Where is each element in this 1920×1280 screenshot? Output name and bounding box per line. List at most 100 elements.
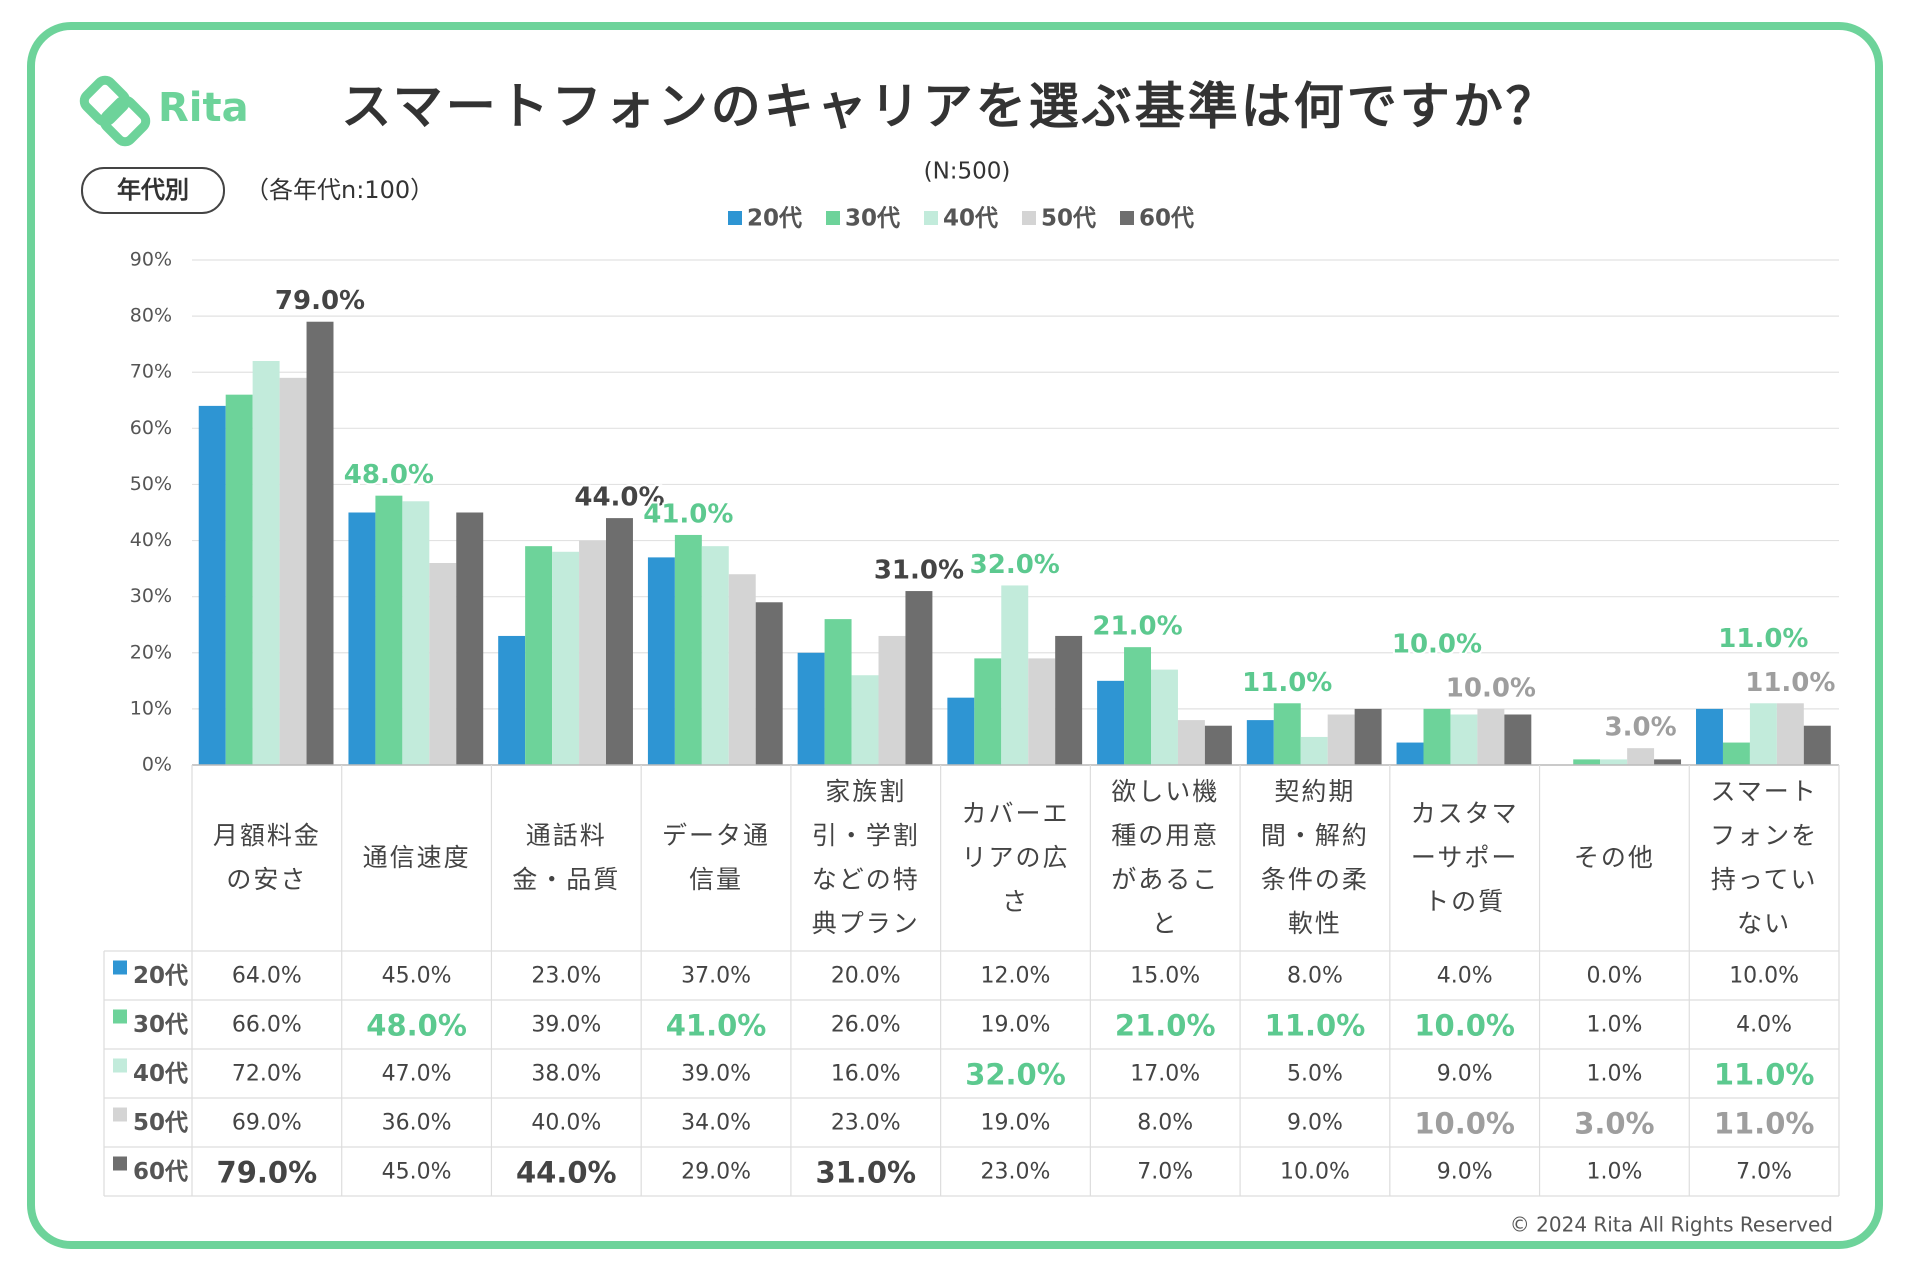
peak-label: 48.0% <box>344 460 434 490</box>
y-tick-label: 30% <box>130 585 172 607</box>
category-label: カバーエリアの広さ <box>961 799 1070 916</box>
y-tick-label: 0% <box>142 754 172 776</box>
y-tick-label: 40% <box>130 529 172 551</box>
bar <box>1504 714 1532 765</box>
legend-swatch <box>1022 211 1036 225</box>
y-tick-label: 10% <box>130 697 172 719</box>
bar <box>1124 647 1152 765</box>
table-value: 45.0% <box>382 1160 452 1185</box>
legend-swatch <box>924 211 938 225</box>
bar <box>552 551 580 765</box>
row-swatch <box>113 960 127 975</box>
table-value: 8.0% <box>1137 1111 1193 1136</box>
table-value: 32.0% <box>965 1058 1066 1092</box>
bar <box>429 563 457 765</box>
bar <box>1097 680 1125 765</box>
chart-title: スマートフォンのキャリアを選ぶ基準は何ですか？ <box>341 78 1559 136</box>
table-value: 16.0% <box>831 1062 901 1087</box>
table-value: 1.0% <box>1586 1013 1642 1038</box>
legend-label: 40代 <box>943 206 998 232</box>
peak-label: 11.0% <box>1718 624 1808 654</box>
bar <box>402 501 430 765</box>
table-value: 23.0% <box>981 1160 1051 1185</box>
table-value: 72.0% <box>232 1062 302 1087</box>
logo-icon <box>79 75 151 147</box>
legend-label: 50代 <box>1041 206 1096 232</box>
y-tick-label: 50% <box>130 473 172 495</box>
table-value: 23.0% <box>831 1111 901 1136</box>
bar <box>1654 759 1682 765</box>
table-value: 11.0% <box>1714 1058 1815 1092</box>
bar <box>456 512 484 765</box>
bar <box>225 394 253 765</box>
bar <box>824 619 852 765</box>
group-label: 年代別 <box>117 176 189 204</box>
bar <box>728 574 756 765</box>
row-label: 20代 <box>133 963 188 989</box>
bar <box>905 591 933 765</box>
bar <box>851 675 879 765</box>
bar <box>1354 708 1382 765</box>
category-label: 通信速度 <box>362 843 471 872</box>
table-value: 37.0% <box>681 964 751 989</box>
table-value: 11.0% <box>1714 1107 1815 1141</box>
y-tick-label: 80% <box>130 305 172 327</box>
bar <box>1573 759 1601 765</box>
table-value: 19.0% <box>981 1111 1051 1136</box>
table-value: 20.0% <box>831 964 901 989</box>
table-value: 45.0% <box>382 964 452 989</box>
table-value: 38.0% <box>531 1062 601 1087</box>
row-swatch <box>113 1058 127 1073</box>
group-badge <box>81 167 225 214</box>
bar <box>375 495 403 765</box>
bar <box>1749 703 1777 765</box>
legend-swatch <box>1120 211 1134 225</box>
table-value: 31.0% <box>815 1156 916 1190</box>
bar <box>306 321 334 765</box>
table-value: 9.0% <box>1437 1062 1493 1087</box>
category-label: スマートフォンを持っていない <box>1710 777 1819 938</box>
bar <box>1028 658 1056 765</box>
bar <box>525 546 553 765</box>
row-label: 50代 <box>133 1110 188 1136</box>
bar <box>1696 708 1723 765</box>
table-value: 21.0% <box>1115 1009 1216 1043</box>
table-value: 19.0% <box>981 1013 1051 1038</box>
bar <box>1600 759 1628 765</box>
bar <box>1300 736 1328 765</box>
bar <box>252 361 280 765</box>
frame <box>27 22 1883 1249</box>
peak-label: 10.0% <box>1392 629 1482 659</box>
table-value: 48.0% <box>366 1009 467 1043</box>
table-value: 66.0% <box>232 1013 302 1038</box>
table-value: 9.0% <box>1287 1111 1343 1136</box>
bar <box>1055 635 1083 765</box>
table-value: 79.0% <box>217 1156 318 1190</box>
bar <box>1423 708 1451 765</box>
table-value: 4.0% <box>1736 1013 1792 1038</box>
legend-swatch <box>826 211 840 225</box>
table-value: 10.0% <box>1414 1107 1515 1141</box>
row-label: 30代 <box>133 1012 188 1038</box>
peak-label: 3.0% <box>1605 713 1677 743</box>
bar <box>1273 703 1301 765</box>
bar <box>498 635 526 765</box>
bar <box>755 602 783 765</box>
legend-label: 20代 <box>747 206 802 232</box>
table-value: 1.0% <box>1586 1062 1642 1087</box>
bar <box>974 658 1002 765</box>
bar <box>1396 742 1424 765</box>
bar <box>1627 748 1655 765</box>
table-value: 39.0% <box>681 1062 751 1087</box>
peak-label: 10.0% <box>1446 673 1536 703</box>
category-label: カスタマーサポートの質 <box>1410 799 1519 916</box>
row-swatch <box>113 1009 127 1024</box>
peak-label: 44.0% <box>574 483 664 513</box>
table-value: 17.0% <box>1130 1062 1200 1087</box>
table-value: 41.0% <box>666 1009 767 1043</box>
category-label: 契約期間・解約条件の柔軟性 <box>1260 777 1369 938</box>
table-value: 3.0% <box>1574 1107 1654 1141</box>
table-value: 11.0% <box>1265 1009 1366 1043</box>
table-value: 10.0% <box>1280 1160 1350 1185</box>
legend-label: 30代 <box>845 206 900 232</box>
